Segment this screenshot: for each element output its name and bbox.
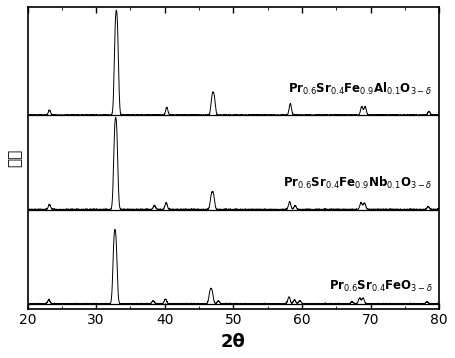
X-axis label: 2θ: 2θ <box>221 333 246 351</box>
Y-axis label: 强度: 强度 <box>7 149 22 167</box>
Text: Pr$_{0.6}$Sr$_{0.4}$Fe$_{0.9}$Nb$_{0.1}$O$_{3-\delta}$: Pr$_{0.6}$Sr$_{0.4}$Fe$_{0.9}$Nb$_{0.1}$… <box>283 175 432 191</box>
Text: Pr$_{0.6}$Sr$_{0.4}$Fe$_{0.9}$Al$_{0.1}$O$_{3-\delta}$: Pr$_{0.6}$Sr$_{0.4}$Fe$_{0.9}$Al$_{0.1}$… <box>288 81 432 97</box>
Text: Pr$_{0.6}$Sr$_{0.4}$FeO$_{3-\delta}$: Pr$_{0.6}$Sr$_{0.4}$FeO$_{3-\delta}$ <box>329 279 432 295</box>
